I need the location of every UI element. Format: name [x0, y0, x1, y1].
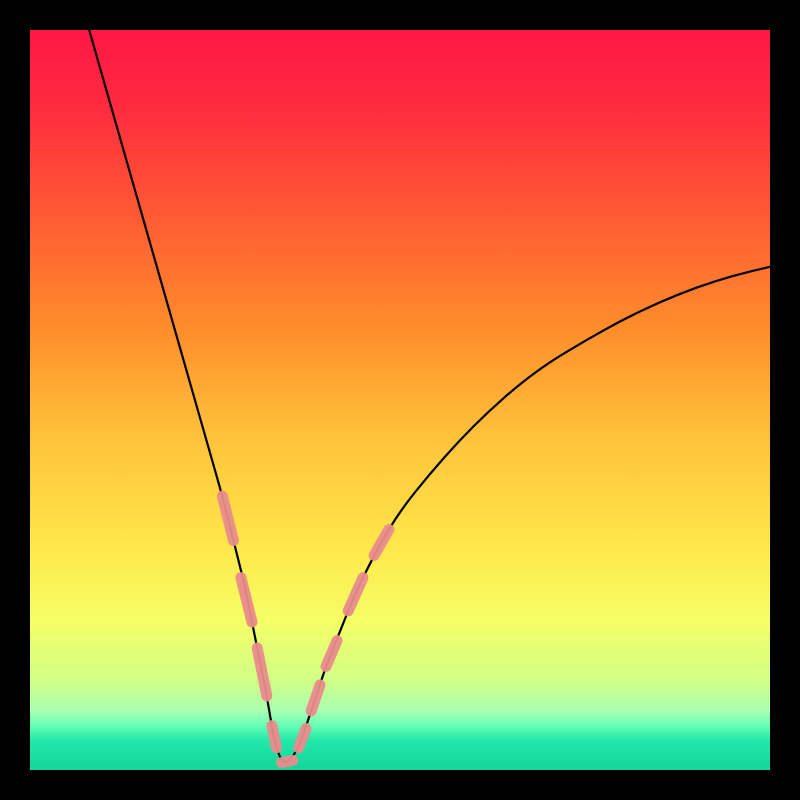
chart-frame: TheBottleneck.com: [0, 0, 800, 800]
overlay-segment: [272, 726, 276, 748]
chart-svg: [0, 0, 800, 800]
overlay-segment: [282, 760, 293, 762]
overlay-segment: [299, 729, 306, 748]
